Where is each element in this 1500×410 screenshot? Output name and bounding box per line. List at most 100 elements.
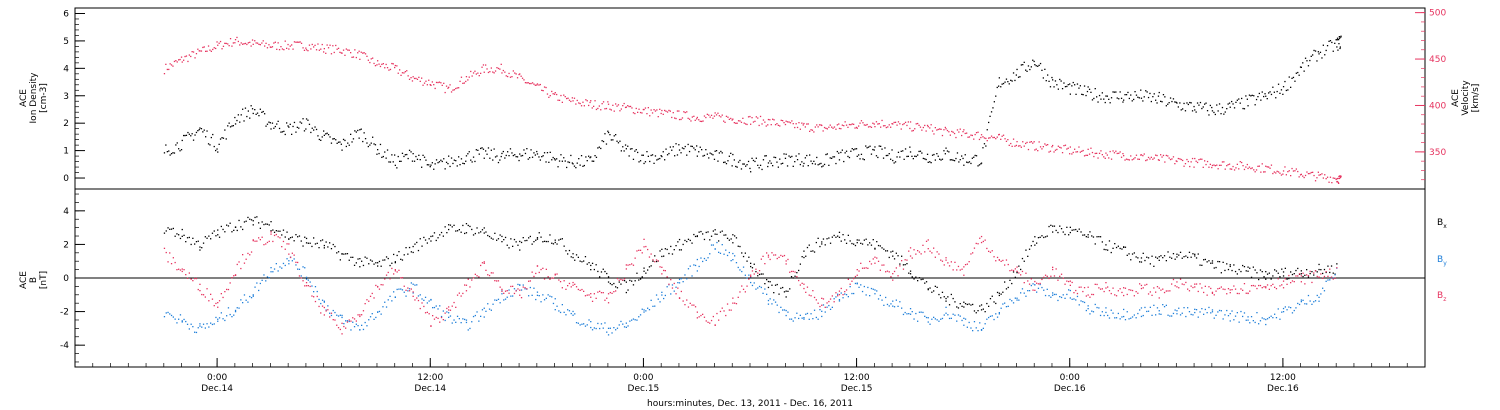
data-point — [1108, 290, 1111, 292]
data-point — [1020, 292, 1022, 294]
data-point — [909, 273, 912, 275]
data-point — [718, 251, 720, 253]
data-point — [188, 54, 190, 56]
data-point — [259, 44, 261, 46]
data-point — [407, 290, 409, 292]
data-point — [499, 159, 501, 161]
data-point — [776, 283, 778, 286]
data-point — [945, 259, 947, 261]
data-point — [1098, 236, 1100, 238]
data-point — [458, 318, 460, 320]
data-point — [475, 73, 477, 75]
data-point — [293, 41, 296, 43]
data-point — [1328, 40, 1330, 42]
data-point — [717, 112, 719, 114]
data-point — [741, 285, 743, 287]
data-point — [563, 311, 565, 313]
data-point — [1288, 274, 1290, 277]
data-point — [247, 216, 249, 219]
data-point — [767, 299, 770, 302]
data-point — [1140, 154, 1142, 156]
data-point — [1176, 256, 1178, 258]
data-point — [1282, 280, 1285, 282]
data-point — [732, 259, 734, 261]
data-point — [183, 59, 185, 61]
data-point — [416, 78, 419, 80]
data-point — [1192, 314, 1194, 316]
data-point — [542, 267, 544, 269]
data-point — [689, 239, 691, 242]
data-point — [884, 125, 886, 127]
data-point — [520, 155, 522, 157]
data-point — [811, 162, 814, 165]
data-point — [666, 154, 669, 156]
data-point — [894, 121, 897, 123]
data-point — [1060, 147, 1062, 149]
data-point — [458, 229, 460, 231]
data-point — [872, 258, 874, 260]
data-point — [873, 123, 875, 125]
data-point — [258, 115, 260, 117]
data-point — [533, 152, 535, 154]
data-point — [536, 83, 539, 85]
data-point — [851, 148, 853, 150]
data-point — [1053, 293, 1056, 296]
data-point — [607, 334, 610, 336]
data-point — [939, 128, 941, 130]
data-point — [363, 52, 365, 54]
data-point — [1158, 297, 1160, 299]
data-point — [925, 316, 928, 319]
data-point — [1211, 262, 1214, 264]
data-point — [1018, 265, 1020, 267]
data-point — [1233, 169, 1236, 171]
data-point — [250, 45, 252, 47]
data-point — [552, 243, 555, 245]
data-point — [554, 273, 556, 275]
data-point — [818, 163, 821, 165]
data-point — [440, 316, 443, 319]
data-point — [714, 150, 716, 152]
data-point — [341, 52, 343, 54]
data-point — [904, 121, 907, 123]
data-point — [586, 294, 588, 296]
data-point — [772, 118, 774, 120]
data-point — [1234, 288, 1237, 290]
data-point — [1214, 165, 1216, 167]
data-point — [847, 126, 849, 128]
data-point — [1270, 278, 1272, 280]
data-point — [1101, 311, 1103, 313]
data-point — [552, 156, 554, 159]
data-point — [886, 250, 889, 252]
data-point — [1123, 287, 1125, 289]
data-point — [217, 320, 219, 322]
data-point — [1149, 158, 1151, 160]
data-point — [480, 315, 482, 317]
data-point — [595, 108, 598, 111]
data-point — [966, 161, 968, 163]
data-point — [465, 160, 467, 162]
data-point — [504, 157, 506, 159]
data-point — [337, 315, 340, 317]
data-point — [1330, 265, 1333, 267]
data-point — [598, 105, 600, 107]
data-point — [672, 112, 674, 114]
data-point — [1201, 158, 1203, 160]
data-point — [684, 274, 686, 276]
data-point — [212, 133, 214, 136]
data-point — [589, 157, 591, 159]
data-point — [624, 144, 627, 146]
data-point — [215, 316, 217, 319]
data-point — [1088, 88, 1091, 90]
data-point — [815, 299, 817, 301]
data-point — [625, 322, 627, 324]
data-point — [1087, 234, 1089, 236]
data-point — [485, 310, 487, 312]
data-point — [991, 250, 993, 252]
data-point — [750, 275, 752, 278]
data-point — [380, 313, 382, 315]
data-point — [1279, 172, 1281, 174]
data-point — [735, 237, 738, 239]
data-point — [1224, 288, 1226, 291]
data-point — [618, 279, 620, 281]
data-point — [265, 42, 267, 44]
